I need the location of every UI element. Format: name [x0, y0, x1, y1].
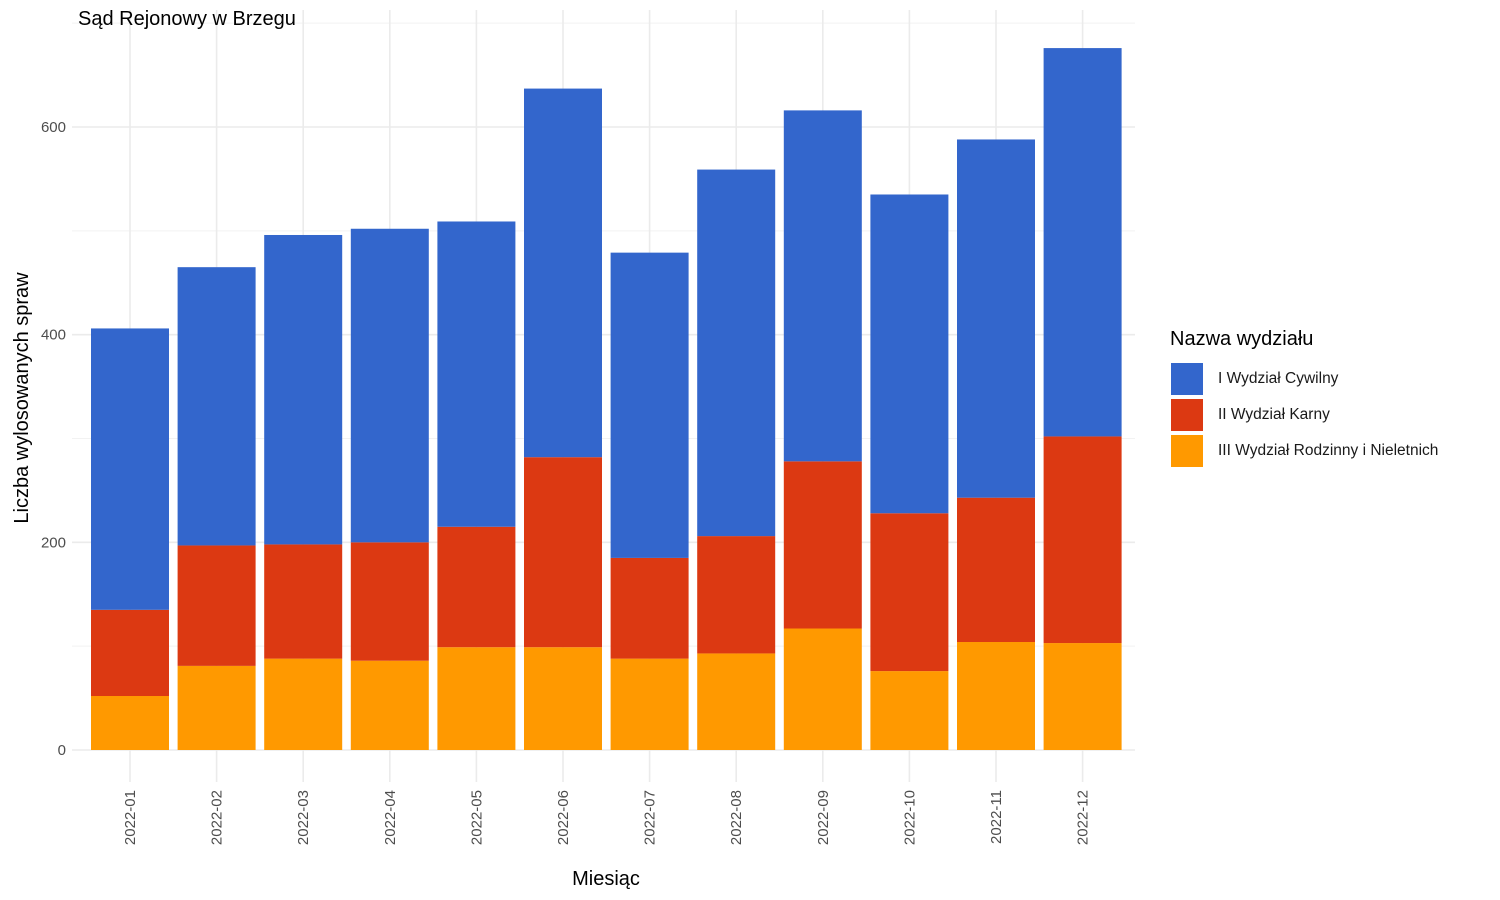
- y-tick-label: 200: [41, 534, 66, 551]
- legend-item: II Wydział Karny: [1170, 397, 1438, 433]
- bar-segment: [957, 139, 1035, 498]
- legend-items: I Wydział Cywilny II Wydział Karny III Wyd…: [1170, 361, 1438, 469]
- x-tick-label: 2022-11: [988, 790, 1005, 844]
- x-tick-label: 2022-09: [815, 790, 832, 845]
- bar-segment: [610, 557, 689, 659]
- x-tick-label: 2022-03: [295, 790, 312, 845]
- x-tick-label: 2022-06: [555, 790, 572, 845]
- bar-segment: [264, 658, 343, 750]
- legend: Nazwa wydziału I Wydział Cywilny II Wydzi…: [1170, 328, 1438, 469]
- legend-item: III Wydział Rodzinny i Nieletnich: [1170, 433, 1438, 469]
- legend-label: I Wydział Cywilny: [1218, 370, 1339, 387]
- x-axis-ticks: 2022-01 2022-02 2022-03 2022-04 2022-05 2022-…: [122, 790, 1092, 845]
- y-tick-label: 400: [41, 327, 66, 344]
- x-tick-label: 2022-10: [901, 790, 918, 845]
- legend-key: [1170, 362, 1204, 396]
- legend-item: I Wydział Cywilny: [1170, 361, 1438, 397]
- bar-segment: [524, 647, 602, 750]
- bar-segment: [350, 660, 429, 750]
- x-tick-label: 2022-02: [209, 790, 226, 845]
- x-tick-label: 2022-01: [122, 790, 139, 845]
- x-axis-label: Miesiąc: [572, 868, 640, 890]
- bar-segment: [957, 642, 1035, 750]
- bar-segment: [783, 461, 862, 629]
- bar-segment: [697, 653, 776, 750]
- x-tick-label: 2022-12: [1075, 790, 1092, 845]
- bars: [91, 48, 1122, 750]
- bar-segment: [177, 545, 256, 666]
- bar-segment: [437, 526, 516, 648]
- bar-segment: [264, 234, 343, 545]
- bar-segment: [524, 457, 602, 648]
- bar-segment: [697, 536, 776, 654]
- bar-segment: [350, 542, 429, 661]
- bar-segment: [1043, 436, 1122, 644]
- y-axis-label: Liczba wylosowanych spraw: [11, 272, 33, 524]
- bar-segment: [870, 513, 949, 672]
- y-tick-label: 600: [41, 119, 66, 136]
- bar-segment: [177, 267, 256, 546]
- bar-segment: [91, 328, 169, 610]
- bar-segment: [783, 628, 862, 750]
- x-tick-label: 2022-07: [642, 790, 659, 845]
- x-tick-label: 2022-04: [382, 790, 399, 845]
- bar-segment: [610, 658, 689, 750]
- bar-segment: [697, 169, 776, 537]
- chart-title: Sąd Rejonowy w Brzegu: [78, 8, 296, 30]
- bar-segment: [524, 88, 602, 458]
- legend-key: [1170, 434, 1204, 468]
- bar-segment: [91, 609, 169, 697]
- bar-segment: [870, 194, 949, 514]
- x-tick-label: 2022-05: [468, 790, 485, 845]
- bar-segment: [610, 252, 689, 558]
- y-tick-label: 0: [58, 742, 66, 759]
- bar-segment: [783, 110, 862, 462]
- bar-segment: [1043, 643, 1122, 750]
- legend-label: II Wydział Karny: [1218, 406, 1330, 423]
- bar-segment: [350, 228, 429, 543]
- bar-segment: [177, 665, 256, 750]
- bar-segment: [437, 221, 516, 527]
- bar-segment: [437, 647, 516, 750]
- legend-key: [1170, 398, 1204, 432]
- legend-label: III Wydział Rodzinny i Nieletnich: [1218, 442, 1439, 459]
- y-axis-ticks: 0 200 400 600: [41, 119, 66, 759]
- bar-segment: [1043, 48, 1122, 437]
- bar-segment: [957, 497, 1035, 643]
- bar-segment: [91, 696, 169, 750]
- bar-segment: [870, 671, 949, 750]
- legend-title: Nazwa wydziału: [1170, 328, 1314, 350]
- bar-segment: [264, 544, 343, 659]
- x-tick-label: 2022-08: [728, 790, 745, 845]
